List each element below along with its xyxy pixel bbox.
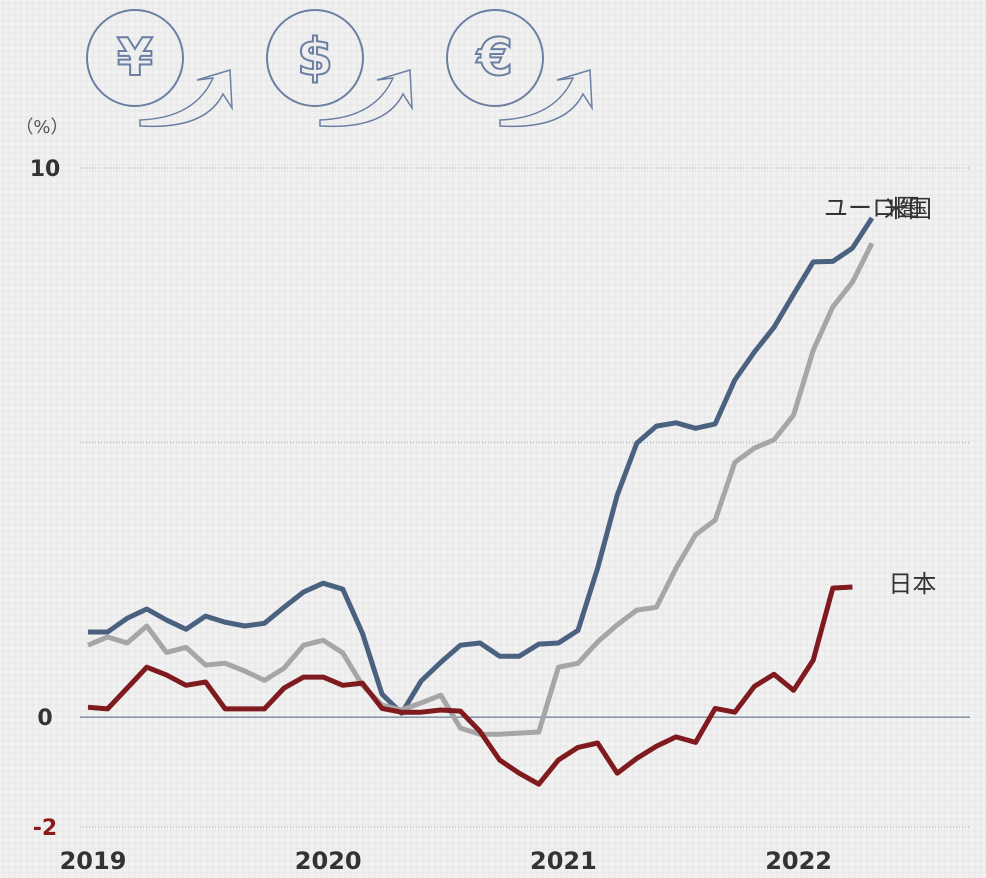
x-tick-label: 2020 <box>295 847 362 875</box>
icon-circle <box>266 9 364 107</box>
icon-circle <box>86 9 184 107</box>
series-label: 日本 <box>888 570 936 598</box>
icon-arrow <box>319 69 413 128</box>
icon-arrow <box>499 69 593 128</box>
series-label: ユーロ圏 <box>824 194 920 222</box>
x-tick-label: 2021 <box>530 847 597 875</box>
icon-symbol: € <box>476 28 513 88</box>
y-tick-label: 10 <box>30 157 61 182</box>
x-tick-label: 2019 <box>60 847 127 875</box>
series-line <box>87 584 853 787</box>
series-label: 米国 <box>884 195 932 223</box>
icon-symbol: ¥ <box>117 28 153 88</box>
icon-symbol: $ <box>297 28 333 88</box>
currency-icons: ¥ $ € <box>86 9 593 128</box>
unit-label: （%） <box>15 117 68 138</box>
y-tick-label: 0 <box>37 706 52 731</box>
x-tick-label: 2022 <box>765 847 832 875</box>
icon-arrow <box>139 69 233 128</box>
series-line <box>88 216 875 716</box>
icon-circle <box>446 9 544 107</box>
y-tick-label: -2 <box>33 816 57 841</box>
